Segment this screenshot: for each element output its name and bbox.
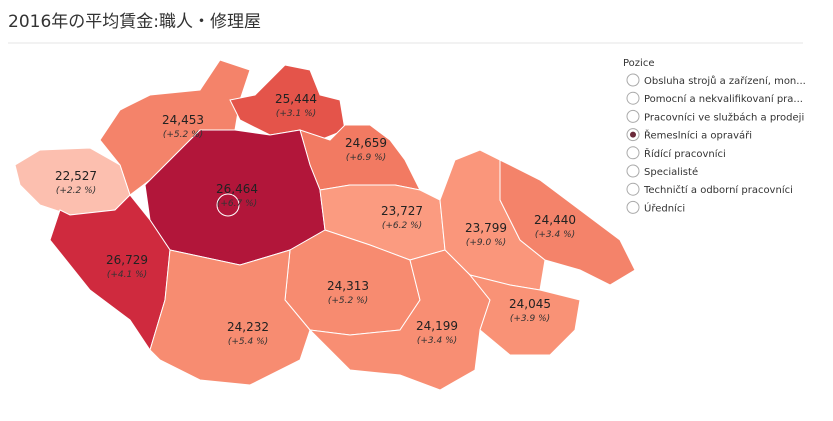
legend-option[interactable]: Řemeslníci a opraváři bbox=[644, 129, 752, 142]
legend-option[interactable]: Úředníci bbox=[644, 201, 685, 214]
region-change: (+2.2 %) bbox=[56, 186, 96, 196]
region[interactable] bbox=[499, 159, 636, 286]
region[interactable] bbox=[468, 274, 581, 356]
map bbox=[14, 59, 636, 391]
title: 2016年の平均賃金:職人・修理屋 bbox=[8, 12, 261, 32]
region-value: 22,527 bbox=[55, 169, 97, 183]
region[interactable] bbox=[308, 249, 491, 391]
radio[interactable] bbox=[626, 91, 640, 105]
region-change: (+5.2 %) bbox=[328, 296, 368, 306]
radio[interactable] bbox=[626, 109, 640, 123]
radio[interactable] bbox=[626, 182, 640, 196]
region-value: 23,799 bbox=[465, 221, 507, 235]
region-change: (+5.2 %) bbox=[163, 130, 203, 140]
region[interactable] bbox=[229, 64, 346, 141]
legend-option[interactable]: Techničtí a odborní pracovníci bbox=[643, 184, 793, 196]
region-change: (+5.4 %) bbox=[228, 337, 268, 347]
legend-option[interactable]: Řídící pracovníci bbox=[644, 147, 726, 160]
legend-option[interactable]: Pracovníci ve službách a prodeji bbox=[644, 111, 804, 123]
legend-option[interactable]: Obsluha strojů a zařízení, mon... bbox=[644, 75, 806, 87]
region-value: 26,464 bbox=[216, 182, 258, 196]
region-value: 24,313 bbox=[327, 279, 369, 293]
region-value: 25,444 bbox=[275, 92, 317, 106]
region-change: (+6.9 %) bbox=[346, 153, 386, 163]
region-change: (+9.0 %) bbox=[466, 238, 506, 248]
region-change: (+3.9 %) bbox=[510, 314, 550, 324]
radio[interactable] bbox=[626, 73, 640, 87]
region-value: 24,045 bbox=[509, 297, 551, 311]
region-change: (+3.1 %) bbox=[276, 109, 316, 119]
region-value: 24,199 bbox=[416, 319, 458, 333]
region-value: 23,727 bbox=[381, 204, 423, 218]
radio-dot bbox=[630, 131, 636, 138]
radio[interactable] bbox=[626, 164, 640, 178]
region-change: (+6.2 %) bbox=[382, 221, 422, 231]
region-value: 24,440 bbox=[534, 213, 576, 227]
region-change: (+4.1 %) bbox=[107, 270, 147, 280]
radio[interactable] bbox=[626, 200, 640, 214]
region-change: (+3.4 %) bbox=[417, 336, 457, 346]
region-change: (+6.7 %) bbox=[217, 199, 257, 209]
radio[interactable] bbox=[626, 146, 640, 160]
region-value: 24,232 bbox=[227, 320, 269, 334]
region-value: 24,453 bbox=[162, 113, 204, 127]
region-change: (+3.4 %) bbox=[535, 230, 575, 240]
region[interactable] bbox=[149, 249, 311, 386]
region-value: 26,729 bbox=[106, 253, 148, 267]
region-value: 24,659 bbox=[345, 136, 387, 150]
legend-option[interactable]: Specialisté bbox=[644, 166, 698, 178]
legend-option[interactable]: Pomocní a nekvalifikovaní pra... bbox=[644, 93, 803, 105]
legend-title: Pozice bbox=[623, 58, 654, 69]
prague-border bbox=[216, 193, 240, 217]
